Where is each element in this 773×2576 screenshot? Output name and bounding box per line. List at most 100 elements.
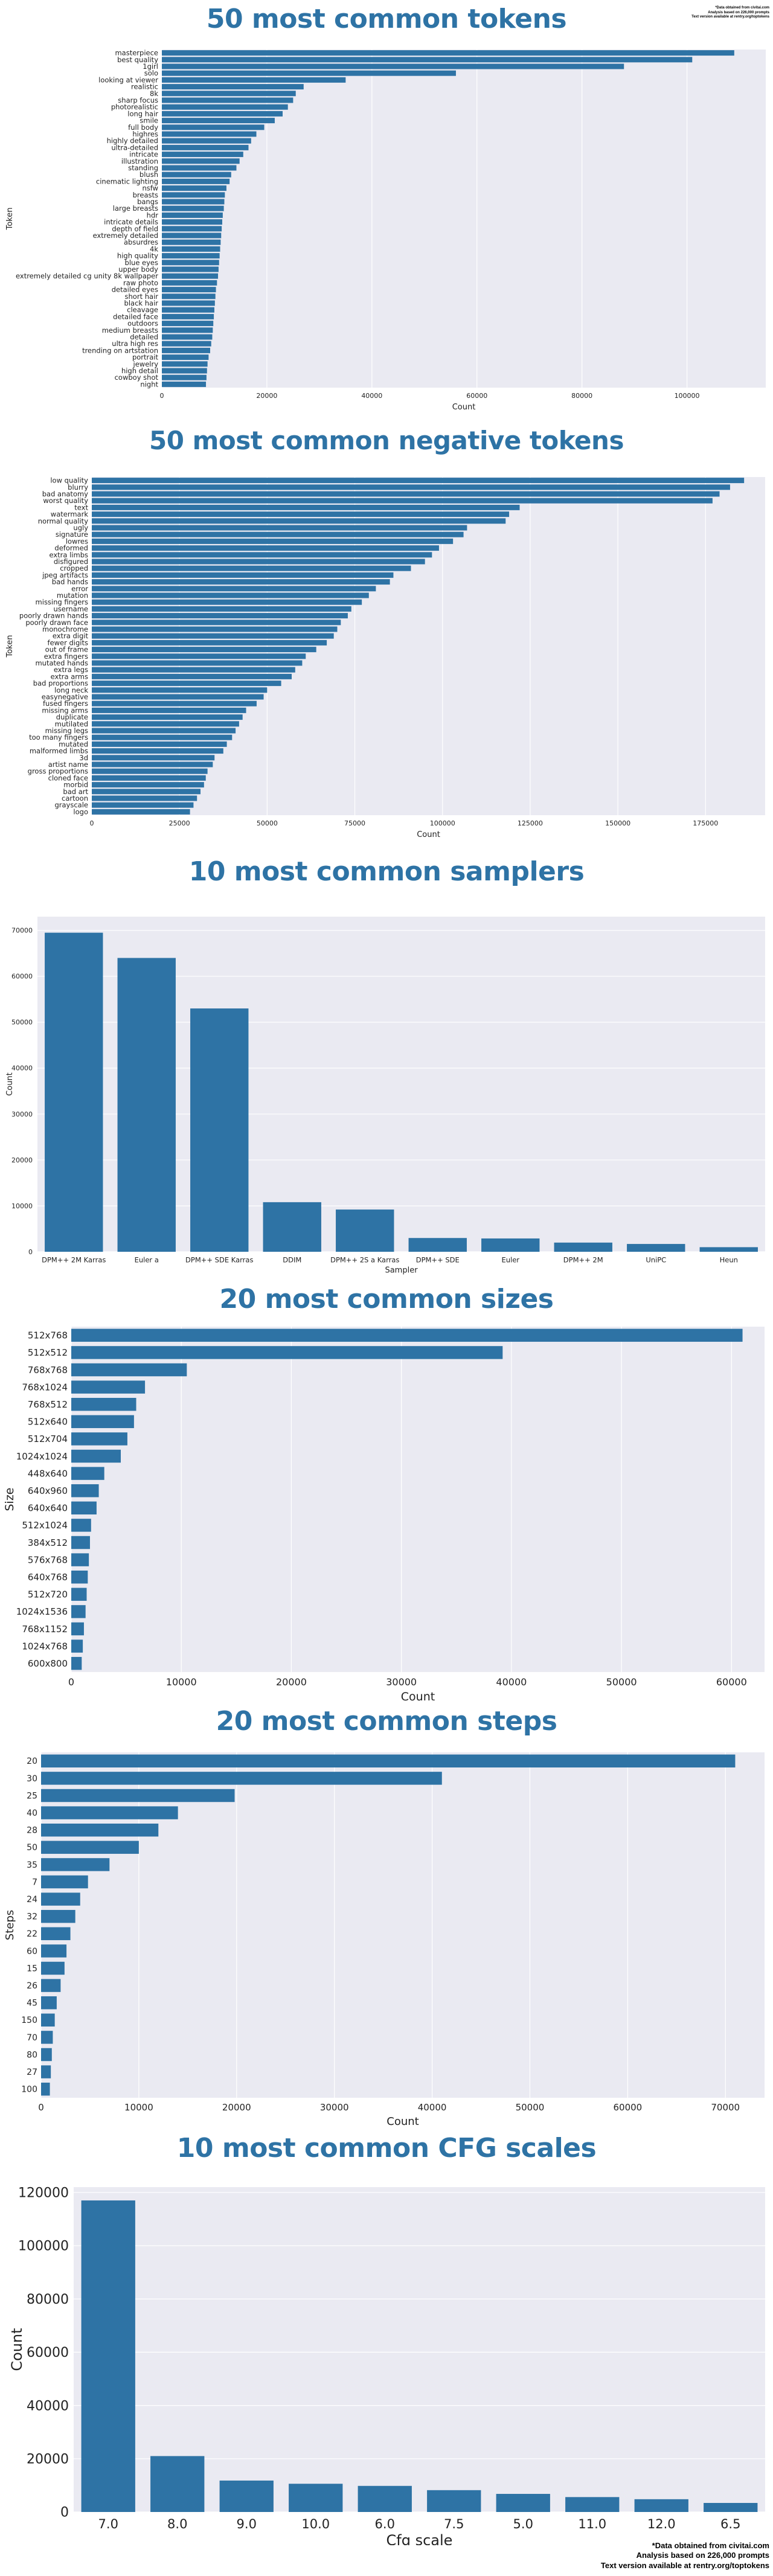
bar (71, 1449, 121, 1463)
bar (634, 2499, 688, 2512)
bar (92, 721, 239, 727)
bar (117, 958, 176, 1252)
bar (41, 2048, 52, 2062)
chart-5-title: 20 most common steps (216, 1706, 557, 1737)
x-tick-label: 30000 (320, 2102, 349, 2113)
bar (41, 1772, 442, 1785)
bar (190, 1008, 249, 1252)
bar (92, 639, 327, 646)
bar (71, 1588, 87, 1601)
y-tick-label: 0 (28, 1248, 33, 1256)
bar (92, 694, 264, 700)
category-label: 8.0 (167, 2517, 187, 2531)
category-label: 3d (79, 754, 88, 762)
bar (92, 531, 464, 537)
category-label: DPM++ SDE (416, 1256, 460, 1264)
bar (92, 673, 292, 679)
bar (358, 2485, 412, 2512)
chart-4-title: 20 most common sizes (219, 1284, 554, 1315)
bar (41, 2065, 51, 2078)
bar (162, 300, 215, 306)
bar (92, 795, 197, 801)
category-label: hdr (147, 211, 159, 219)
bar (92, 559, 425, 565)
category-label: long neck (54, 686, 88, 694)
bar (41, 2031, 53, 2044)
top-data-note: *Data obtained from civitai.com Analysis… (691, 6, 769, 20)
y-tick-label: 20000 (11, 1156, 33, 1164)
category-label: DDIM (283, 1256, 301, 1264)
bar (162, 91, 296, 97)
category-label: detailed eyes (112, 286, 158, 294)
bar (92, 525, 467, 531)
y-tick-label: 0 (60, 2505, 69, 2520)
category-label: cinematic lighting (96, 177, 158, 185)
category-label: looking at viewer (98, 75, 158, 84)
bar (162, 321, 214, 327)
y-tick-label: 80000 (27, 2292, 69, 2307)
bar (92, 586, 376, 592)
category-label: 512x512 (28, 1347, 68, 1358)
bar (496, 2494, 550, 2512)
category-label: 28 (27, 1826, 37, 1836)
bar (162, 57, 693, 63)
bar (92, 748, 223, 754)
x-tick-label: 50000 (606, 1676, 637, 1688)
category-label: 20 (27, 1757, 37, 1766)
category-label: cloned face (48, 774, 88, 782)
bar (162, 104, 288, 110)
y-tick-label: 10000 (11, 1202, 33, 1210)
category-label: text (74, 503, 88, 511)
x-tick-label: 40000 (361, 392, 382, 400)
bar (162, 77, 346, 83)
category-label: 6.0 (375, 2517, 395, 2531)
category-label: high quality (117, 252, 158, 260)
x-tick-label: 150000 (605, 819, 630, 827)
x-tick-label: 175000 (693, 819, 718, 827)
bar (162, 185, 226, 191)
category-label: extremely detailed (93, 231, 158, 240)
bar (92, 707, 246, 713)
bar (92, 511, 510, 517)
bottom-note-line-2: Analysis based on 226,000 prompts (636, 2551, 769, 2560)
bar (162, 192, 225, 198)
bar (554, 1242, 612, 1252)
bottom-data-note: *Data obtained from civitai.com Analysis… (601, 2541, 769, 2571)
x-tick-label: 30000 (386, 1676, 417, 1688)
category-label: 512x704 (28, 1434, 68, 1444)
bar (41, 1858, 110, 1871)
category-label: worst quality (43, 496, 88, 505)
bar (41, 1806, 178, 1819)
category-label: grayscale (54, 801, 88, 809)
bar (71, 1380, 146, 1394)
category-label: monochrome (42, 625, 88, 633)
bar (162, 152, 243, 158)
bar (162, 131, 257, 137)
category-label: disfigured (54, 557, 88, 566)
category-label: 32 (27, 1912, 37, 1922)
category-label: 768x1152 (22, 1624, 68, 1635)
chart-2-svg: 0 25000 50000 75000 100000 125000 150000 175000… (5, 476, 765, 839)
bar (162, 266, 219, 272)
category-label: 7.5 (444, 2517, 464, 2531)
category-label: 4k (150, 245, 158, 253)
bar (427, 2490, 481, 2512)
category-label: 27 (27, 2068, 37, 2077)
bar (699, 1247, 758, 1252)
bar (92, 761, 213, 767)
bar (162, 253, 220, 259)
bar (481, 1238, 540, 1252)
y-tick-label: 30000 (11, 1110, 33, 1118)
chart-3-title: 10 most common samplers (188, 856, 585, 887)
bar (41, 1875, 88, 1889)
y-axis-label: Count (8, 2328, 25, 2371)
bar (92, 768, 208, 774)
bar (162, 205, 224, 211)
bar (289, 2484, 343, 2512)
bar (162, 165, 237, 171)
chart-1-svg: 0 20000 40000 60000 80000 100000 masterpiecebe… (5, 49, 766, 412)
category-label: outdoors (127, 319, 158, 328)
category-label: 6.5 (720, 2517, 740, 2531)
bar (408, 1238, 467, 1252)
x-tick-label: 100000 (430, 819, 455, 827)
